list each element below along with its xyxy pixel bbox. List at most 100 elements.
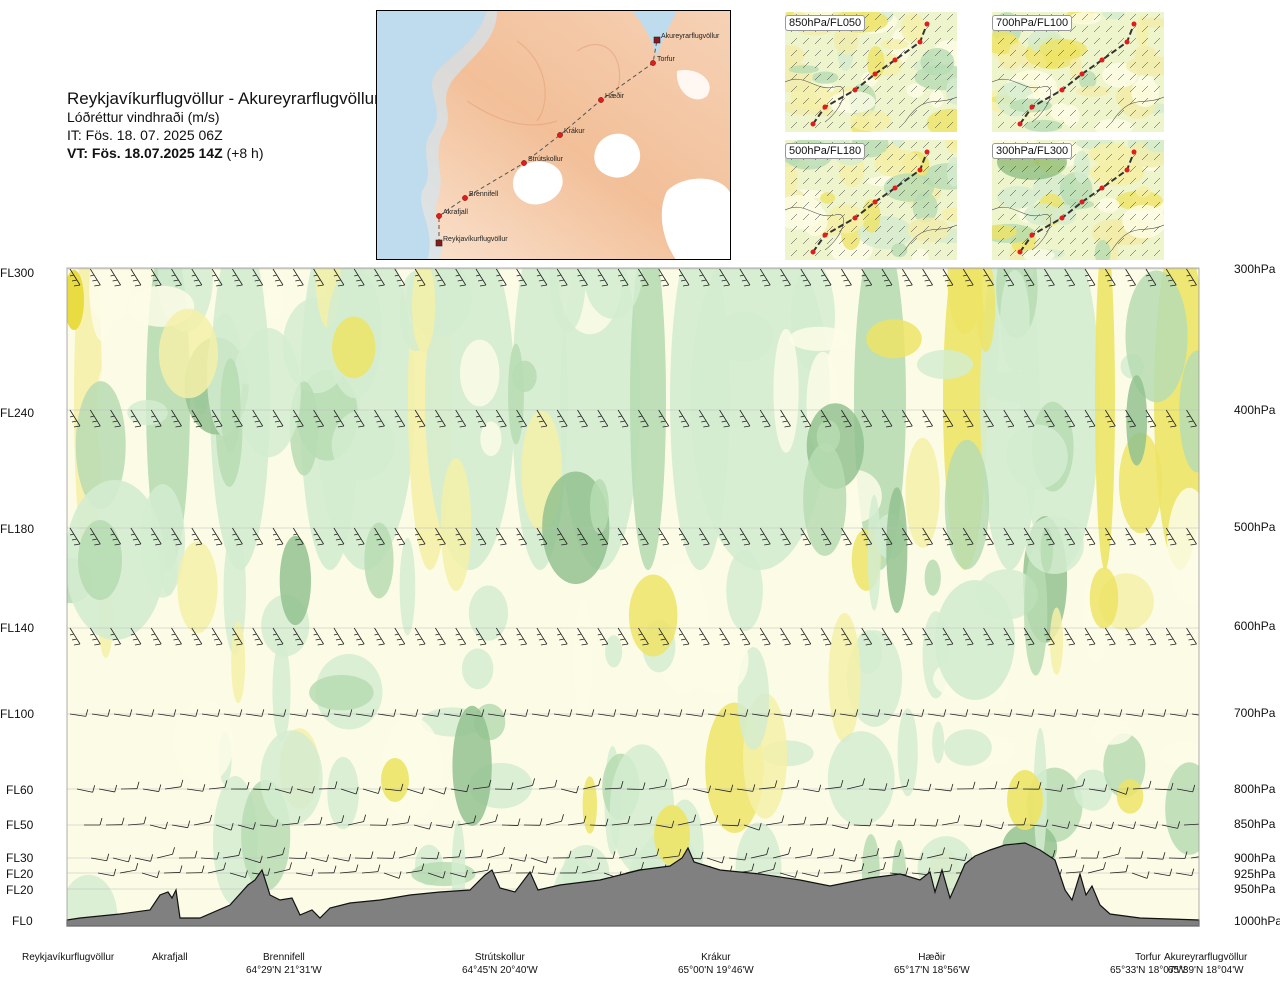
mini-barb <box>1069 73 1077 81</box>
mini-barb <box>1105 237 1113 245</box>
wind-barb <box>670 778 689 790</box>
wind-barb <box>413 822 432 830</box>
wind-barb <box>816 848 836 859</box>
mini-barb <box>1105 13 1113 21</box>
mini-barb <box>1021 177 1029 185</box>
wind-barb <box>374 268 385 287</box>
velocity-contour <box>1179 350 1199 473</box>
mini-barb <box>997 225 1005 233</box>
wind-barb <box>1102 846 1121 859</box>
mini-barb <box>946 121 954 129</box>
mini-field-blob <box>861 199 881 233</box>
wind-barb <box>1145 409 1157 428</box>
mini-barb <box>862 177 870 185</box>
mini-barb <box>1129 37 1137 45</box>
mini-map-850-label: 850hPa/FL050 <box>785 15 866 31</box>
wind-barb <box>318 781 338 790</box>
wind-barb <box>1125 627 1136 646</box>
wind-barb <box>577 409 588 428</box>
mini-barb <box>946 189 954 197</box>
mini-barb <box>1117 153 1125 161</box>
mini-barb <box>862 249 870 257</box>
terrain-profile <box>66 842 1200 927</box>
mini-barb <box>814 237 822 245</box>
mini-barb <box>910 165 918 173</box>
mini-barb <box>850 37 858 45</box>
wind-barb <box>773 709 793 717</box>
wind-barb <box>678 268 690 287</box>
wind-barb <box>353 268 365 287</box>
wind-barb <box>362 786 381 794</box>
mini-field-blob <box>785 45 806 66</box>
mini-barb <box>934 201 942 209</box>
wind-barb <box>1186 527 1197 546</box>
wind-barb <box>1059 709 1079 717</box>
mini-barb <box>862 237 870 245</box>
wind-barb <box>374 409 385 428</box>
wind-barb <box>901 527 913 546</box>
mini-barb <box>997 213 1005 221</box>
wind-barb <box>171 268 182 287</box>
mini-barb <box>910 73 918 81</box>
wind-barb <box>759 527 771 546</box>
mini-barb <box>802 61 810 69</box>
wind-barb <box>523 818 543 826</box>
wind-barb <box>1132 780 1152 790</box>
wind-barb <box>617 527 629 546</box>
mini-barb <box>874 25 882 33</box>
mini-barb <box>1057 73 1065 81</box>
wind-barb <box>414 268 426 287</box>
wind-barb <box>273 862 292 874</box>
wind-barbs <box>69 268 1199 879</box>
velocity-contour <box>468 585 509 641</box>
mini-barb <box>1021 213 1029 221</box>
mini-route-point <box>924 149 930 155</box>
mini-barb <box>1129 109 1137 117</box>
wind-barb <box>707 709 727 717</box>
wind-barb <box>374 627 385 646</box>
mini-field-blob <box>1126 55 1164 77</box>
mini-barb <box>850 177 858 185</box>
wind-barb <box>759 409 771 428</box>
wind-barb <box>272 627 284 646</box>
wind-barb <box>333 527 345 546</box>
wind-barb <box>983 527 994 546</box>
wind-barb <box>252 268 264 287</box>
velocity-contour <box>332 316 376 379</box>
velocity-contour <box>220 358 241 453</box>
wind-barb <box>1186 627 1197 646</box>
wind-barb <box>91 709 111 717</box>
wind-barb <box>171 527 182 546</box>
mini-map-700-label: 700hPa/FL100 <box>992 15 1073 31</box>
hpa-tick: 600hPa <box>1234 619 1276 633</box>
wind-barb <box>353 527 365 546</box>
mini-barb <box>1093 121 1101 129</box>
mini-route-point <box>1059 87 1065 93</box>
wind-barb <box>97 868 117 877</box>
mini-barb <box>838 109 846 117</box>
mini-barb <box>862 189 870 197</box>
mini-barb <box>1021 109 1029 117</box>
mini-route-point <box>852 87 858 93</box>
wind-barb <box>751 709 771 717</box>
fl-tick: FL180 <box>0 522 35 536</box>
mini-barb <box>790 109 798 117</box>
wind-barb <box>1191 713 1199 716</box>
mini-barb <box>922 177 930 185</box>
wind-barb <box>1022 782 1042 790</box>
mini-barb <box>1021 37 1029 45</box>
mini-barb <box>850 109 858 117</box>
wind-barb <box>962 268 974 287</box>
wind-barb <box>244 855 263 864</box>
velocity-contour <box>177 541 218 634</box>
wind-barb <box>141 870 160 879</box>
mini-barb <box>898 165 906 173</box>
mini-barb <box>1093 85 1101 93</box>
wind-barb <box>597 409 609 428</box>
velocity-contour <box>331 409 395 480</box>
wind-barb <box>317 865 337 874</box>
wind-barb <box>1165 409 1177 428</box>
mini-barb <box>1057 109 1065 117</box>
hpa-tick: 1000hPa <box>1234 914 1280 928</box>
